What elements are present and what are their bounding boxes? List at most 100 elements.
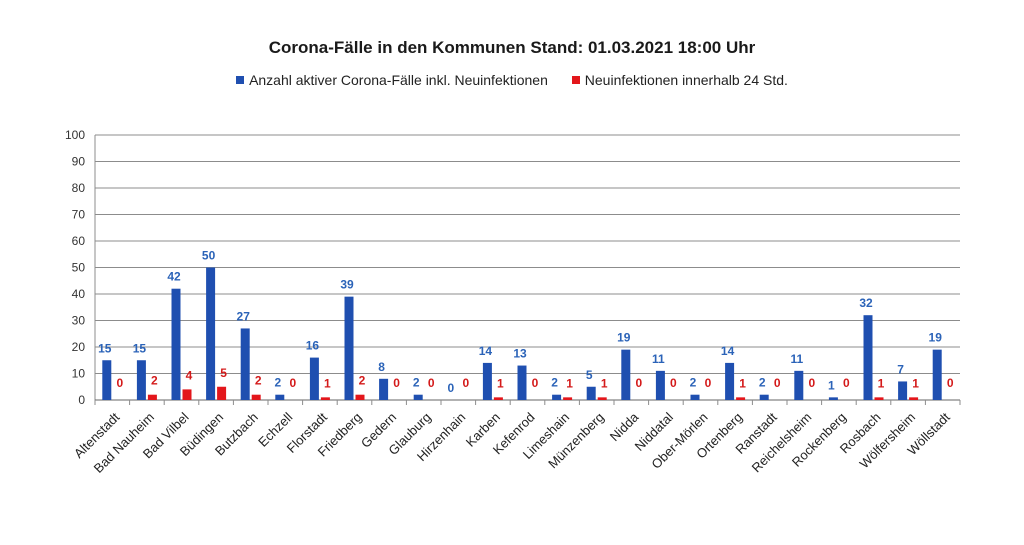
data-label-active-cases: 32	[859, 296, 873, 310]
data-label-active-cases: 2	[551, 376, 558, 390]
data-label-new-infections: 4	[186, 368, 193, 382]
bar-active-cases	[759, 394, 769, 400]
data-label-active-cases: 11	[790, 352, 803, 366]
data-label-new-infections: 2	[359, 374, 366, 388]
bar-active-cases	[379, 378, 389, 400]
data-label-new-infections: 0	[289, 376, 296, 390]
data-label-active-cases: 2	[690, 376, 697, 390]
data-label-active-cases: 13	[513, 347, 527, 361]
bar-new-infections	[147, 394, 157, 400]
data-label-active-cases: 2	[413, 376, 420, 390]
legend-swatch-active-cases	[236, 76, 245, 84]
y-tick-label: 50	[72, 261, 86, 275]
y-tick-label: 70	[72, 208, 86, 222]
bar-new-infections	[597, 397, 607, 400]
bar-active-cases	[932, 349, 942, 400]
y-tick-label: 80	[72, 181, 86, 195]
data-label-new-infections: 0	[670, 376, 677, 390]
data-label-active-cases: 14	[721, 344, 735, 358]
data-label-active-cases: 1	[828, 378, 835, 392]
y-tick-label: 30	[72, 314, 86, 328]
bar-active-cases	[275, 394, 285, 400]
data-label-active-cases: 42	[167, 270, 181, 284]
bar-active-cases	[482, 362, 492, 400]
bar-active-cases	[517, 365, 527, 400]
data-label-new-infections: 0	[774, 376, 781, 390]
data-label-active-cases: 15	[98, 341, 112, 355]
bar-new-infections	[563, 397, 573, 400]
bar-new-infections	[493, 397, 503, 400]
data-label-active-cases: 15	[133, 341, 147, 355]
data-label-new-infections: 0	[947, 376, 954, 390]
bar-active-cases	[725, 362, 735, 400]
y-tick-label: 90	[72, 155, 86, 169]
data-label-new-infections: 0	[116, 376, 123, 390]
bar-active-cases	[102, 360, 112, 400]
data-label-active-cases: 19	[617, 331, 631, 345]
bar-active-cases	[690, 394, 700, 400]
data-label-active-cases: 50	[202, 249, 216, 263]
data-label-active-cases: 8	[378, 360, 385, 374]
bar-new-infections	[874, 397, 884, 400]
data-label-new-infections: 0	[532, 376, 539, 390]
bar-new-infections	[217, 386, 227, 400]
data-label-new-infections: 1	[601, 376, 608, 390]
data-label-active-cases: 5	[586, 368, 593, 382]
data-label-new-infections: 1	[324, 376, 331, 390]
legend-label-active-cases: Anzahl aktiver Corona-Fälle inkl. Neuinf…	[249, 72, 548, 88]
data-label-new-infections: 1	[878, 376, 885, 390]
data-label-new-infections: 2	[151, 374, 158, 388]
bar-active-cases	[206, 267, 216, 400]
data-label-new-infections: 0	[843, 376, 850, 390]
y-tick-label: 100	[65, 128, 85, 142]
y-tick-label: 10	[72, 367, 86, 381]
legend-item-active-cases: Anzahl aktiver Corona-Fälle inkl. Neuinf…	[236, 72, 548, 88]
data-label-new-infections: 0	[635, 376, 642, 390]
y-tick-label: 60	[72, 234, 86, 248]
chart-title: Corona-Fälle in den Kommunen Stand: 01.0…	[268, 38, 756, 57]
data-label-new-infections: 0	[705, 376, 712, 390]
bar-active-cases	[344, 296, 354, 400]
data-label-new-infections: 1	[497, 376, 504, 390]
bar-active-cases	[655, 370, 665, 400]
data-label-new-infections: 0	[428, 376, 435, 390]
legend: Anzahl aktiver Corona-Fälle inkl. Neuinf…	[0, 72, 1024, 88]
legend-swatch-new-infections	[571, 76, 580, 84]
data-label-new-infections: 1	[739, 376, 746, 390]
legend-item-new-infections: Neuinfektionen innerhalb 24 Std.	[571, 72, 788, 88]
data-label-new-infections: 0	[808, 376, 815, 390]
bar-active-cases	[586, 386, 596, 400]
bar-active-cases	[863, 315, 873, 400]
legend-label-new-infections: Neuinfektionen innerhalb 24 Std.	[584, 72, 788, 88]
bar-active-cases	[240, 328, 250, 400]
y-tick-label: 0	[78, 393, 85, 407]
data-label-active-cases: 27	[237, 309, 251, 323]
data-label-active-cases: 16	[306, 339, 320, 353]
bar-active-cases	[171, 288, 181, 400]
bar-new-infections	[909, 397, 919, 400]
data-label-new-infections: 0	[462, 376, 469, 390]
data-label-active-cases: 11	[652, 352, 665, 366]
y-tick-label: 20	[72, 340, 86, 354]
bar-active-cases	[552, 394, 562, 400]
data-label-new-infections: 5	[220, 366, 227, 380]
bar-new-infections	[736, 397, 746, 400]
bar-active-cases	[413, 394, 423, 400]
data-label-active-cases: 7	[897, 362, 904, 376]
y-tick-label: 40	[72, 287, 86, 301]
data-label-active-cases: 19	[929, 331, 943, 345]
bar-new-infections	[251, 394, 261, 400]
data-label-active-cases: 14	[479, 344, 493, 358]
bar-active-cases	[621, 349, 631, 400]
data-label-active-cases: 39	[340, 278, 354, 292]
bar-active-cases	[828, 397, 838, 400]
data-label-new-infections: 2	[255, 374, 262, 388]
bar-new-infections	[320, 397, 330, 400]
bar-active-cases	[898, 381, 908, 400]
bar-new-infections	[182, 389, 192, 400]
data-label-new-infections: 1	[566, 376, 573, 390]
bar-active-cases	[794, 370, 804, 400]
bar-new-infections	[355, 394, 365, 400]
data-label-active-cases: 0	[447, 381, 454, 395]
